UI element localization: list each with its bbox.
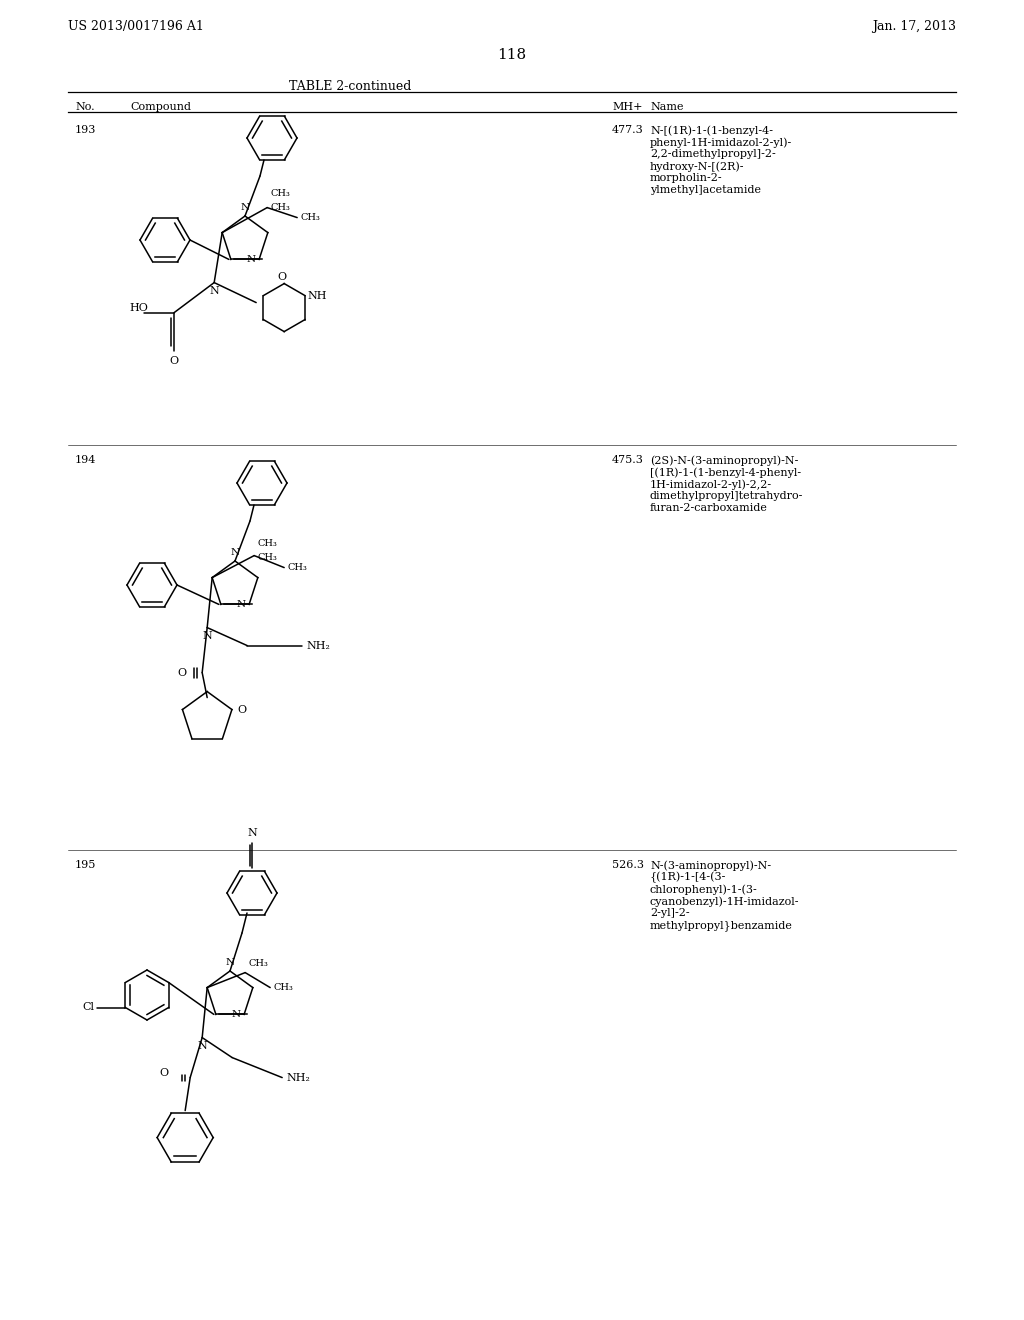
Text: N: N <box>230 548 240 557</box>
Text: NH₂: NH₂ <box>286 1073 310 1082</box>
Text: 118: 118 <box>498 48 526 62</box>
Text: CH₃: CH₃ <box>270 203 290 213</box>
Text: phenyl-1H-imidazol-2-yl)-: phenyl-1H-imidazol-2-yl)- <box>650 137 793 148</box>
Text: O: O <box>177 668 186 677</box>
Text: TABLE 2-continued: TABLE 2-continued <box>289 81 412 92</box>
Text: hydroxy-N-[(2R)-: hydroxy-N-[(2R)- <box>650 161 744 172</box>
Text: 2,2-dimethylpropyl]-2-: 2,2-dimethylpropyl]-2- <box>650 149 776 158</box>
Text: methylpropyl}benzamide: methylpropyl}benzamide <box>650 920 793 931</box>
Text: O: O <box>278 272 287 281</box>
Text: Cl: Cl <box>82 1002 94 1012</box>
Text: N-[(1R)-1-(1-benzyl-4-: N-[(1R)-1-(1-benzyl-4- <box>650 125 773 136</box>
Text: N: N <box>237 599 246 609</box>
Text: 195: 195 <box>75 861 96 870</box>
Text: N: N <box>209 285 219 296</box>
Text: US 2013/0017196 A1: US 2013/0017196 A1 <box>68 20 204 33</box>
Text: Jan. 17, 2013: Jan. 17, 2013 <box>872 20 956 33</box>
Text: cyanobenzyl)-1H-imidazol-: cyanobenzyl)-1H-imidazol- <box>650 896 800 907</box>
Text: 477.3: 477.3 <box>612 125 644 135</box>
Text: MH+: MH+ <box>612 102 642 112</box>
Text: O: O <box>159 1068 168 1077</box>
Text: No.: No. <box>75 102 94 112</box>
Text: NH₂: NH₂ <box>306 640 330 651</box>
Text: {(1R)-1-[4-(3-: {(1R)-1-[4-(3- <box>650 873 726 883</box>
Text: 193: 193 <box>75 125 96 135</box>
Text: 475.3: 475.3 <box>612 455 644 465</box>
Text: N-(3-aminopropyl)-N-: N-(3-aminopropyl)-N- <box>650 861 771 871</box>
Text: Name: Name <box>650 102 683 112</box>
Text: chlorophenyl)-1-(3-: chlorophenyl)-1-(3- <box>650 884 758 895</box>
Text: N: N <box>203 631 212 640</box>
Text: CH₃: CH₃ <box>248 958 268 968</box>
Text: morpholin-2-: morpholin-2- <box>650 173 723 183</box>
Text: N: N <box>225 958 234 968</box>
Text: dimethylpropyl]tetrahydro-: dimethylpropyl]tetrahydro- <box>650 491 804 502</box>
Text: furan-2-carboxamide: furan-2-carboxamide <box>650 503 768 513</box>
Text: N: N <box>247 255 256 264</box>
Text: CH₃: CH₃ <box>300 213 321 222</box>
Text: 2-yl]-2-: 2-yl]-2- <box>650 908 689 917</box>
Text: (2S)-N-(3-aminopropyl)-N-: (2S)-N-(3-aminopropyl)-N- <box>650 455 799 466</box>
Text: N: N <box>241 203 250 213</box>
Text: O: O <box>170 355 179 366</box>
Text: HO: HO <box>129 302 148 313</box>
Text: [(1R)-1-(1-benzyl-4-phenyl-: [(1R)-1-(1-benzyl-4-phenyl- <box>650 467 801 478</box>
Text: N: N <box>232 1010 241 1019</box>
Text: CH₃: CH₃ <box>257 553 278 562</box>
Text: NH: NH <box>308 290 328 301</box>
Text: Compound: Compound <box>130 102 191 112</box>
Text: CH₃: CH₃ <box>273 983 293 993</box>
Text: N: N <box>198 1040 207 1051</box>
Text: ylmethyl]acetamide: ylmethyl]acetamide <box>650 185 761 195</box>
Text: 526.3: 526.3 <box>612 861 644 870</box>
Text: 194: 194 <box>75 455 96 465</box>
Text: CH₃: CH₃ <box>270 189 290 198</box>
Text: O: O <box>237 705 246 714</box>
Text: 1H-imidazol-2-yl)-2,2-: 1H-imidazol-2-yl)-2,2- <box>650 479 772 490</box>
Text: CH₃: CH₃ <box>287 564 307 572</box>
Text: N: N <box>247 828 257 838</box>
Text: CH₃: CH₃ <box>257 539 278 548</box>
